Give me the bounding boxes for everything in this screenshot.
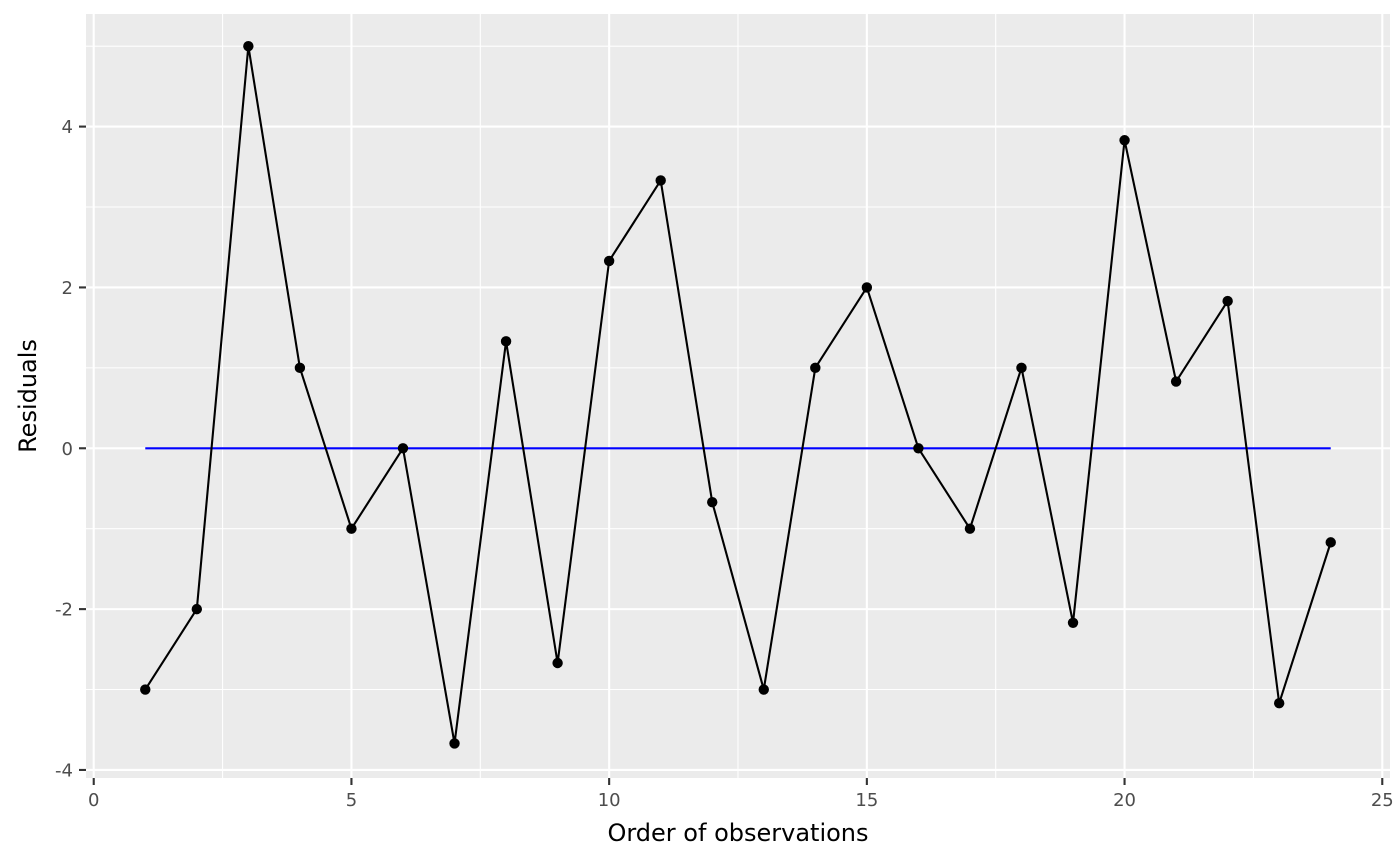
residual-line [144,45,1332,745]
data-point [1273,698,1285,709]
data-point [1016,362,1027,374]
data-point [552,657,563,669]
data-point [1325,537,1336,548]
data-point [1119,135,1130,146]
data-point [500,336,512,347]
data-point [707,496,718,508]
y-axis-title: Residuals [14,339,42,453]
data-point [913,443,924,454]
y-tick-label: 0 [62,439,73,460]
residual-points [140,40,1336,749]
data-point [1222,295,1233,307]
x-tick-label: 15 [855,790,878,811]
x-tick-label: 10 [598,790,621,811]
data-point [758,684,769,695]
data-point [810,362,821,374]
y-tick-label: 2 [62,278,73,299]
y-axis-ticks: -4 -2 0 2 4 [55,117,86,781]
x-tick-label: 0 [88,790,99,811]
data-point [346,523,357,534]
y-tick-label: -2 [55,600,73,621]
data-point [449,738,460,749]
data-point [1067,617,1079,628]
data-point [294,362,306,374]
data-point [655,175,666,186]
y-tick-label: 4 [62,117,73,138]
data-point [243,40,254,52]
data-point [1170,376,1182,387]
data-point [140,684,151,695]
x-axis-ticks: 0 5 10 15 20 25 [88,778,1394,811]
data-point [191,603,203,615]
x-tick-label: 20 [1113,790,1136,811]
data-point [861,282,873,293]
x-axis-title: Order of observations [607,819,868,847]
x-tick-label: 5 [346,790,357,811]
residual-series-line [144,45,1332,745]
y-tick-label: -4 [55,760,73,781]
data-point [603,255,615,267]
data-point [397,443,409,454]
data-point [964,523,976,534]
x-tick-label: 25 [1371,790,1394,811]
